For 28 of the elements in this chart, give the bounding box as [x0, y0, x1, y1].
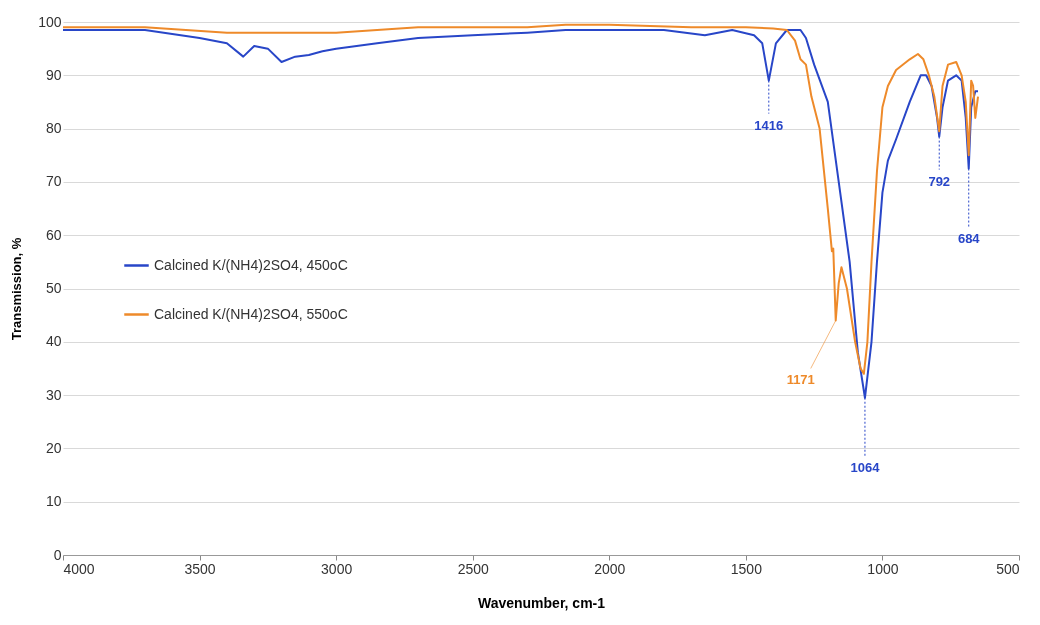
x-tick-label: 2000 [594, 560, 626, 577]
x-tick-label: 2500 [457, 560, 489, 577]
y-tick-label: 50 [45, 280, 62, 296]
y-tick-label: 70 [45, 173, 62, 190]
legend-label: Calcined K/(NH4)2SO4, 450oC [154, 256, 348, 273]
x-tick-label: 1500 [730, 560, 763, 577]
annotation: 792 [928, 173, 951, 189]
x-tick-label: 3500 [184, 560, 216, 577]
y-axis-title: Transmission, % [9, 237, 25, 341]
y-tick-label: 40 [45, 333, 62, 350]
y-tick-label: 30 [45, 386, 62, 403]
annotation: 1416 [754, 117, 784, 133]
annotation: 1171 [786, 372, 815, 388]
y-tick-label: 20 [45, 439, 62, 456]
x-tick-label: 4000 [63, 560, 95, 577]
y-tick-label: 10 [45, 493, 62, 510]
y-tick-label: 0 [53, 546, 62, 563]
y-tick-label: 100 [38, 13, 62, 30]
legend-label: Calcined K/(NH4)2SO4, 550oC [154, 305, 348, 322]
x-tick-label: 500 [996, 560, 1020, 577]
annotation: 684 [957, 230, 981, 246]
x-tick-label: 1000 [867, 560, 899, 577]
x-tick-label: 3000 [321, 560, 353, 577]
y-tick-label: 60 [45, 226, 62, 243]
annotation: 1064 [850, 459, 881, 475]
x-axis-title: Wavenumber, cm-1 [477, 594, 606, 611]
y-tick-label: 80 [45, 120, 62, 137]
y-tick-label: 90 [45, 66, 62, 83]
